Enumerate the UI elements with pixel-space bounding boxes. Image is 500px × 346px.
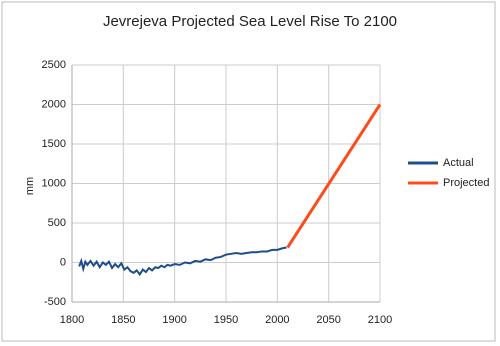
x-tick-label: 2100 xyxy=(368,314,392,326)
y-axis-label: mm xyxy=(24,177,36,195)
series-line xyxy=(286,103,382,249)
legend-label: Actual xyxy=(443,157,474,169)
x-tick-label: 1800 xyxy=(60,314,84,326)
x-tick-label: 1950 xyxy=(214,314,238,326)
frame xyxy=(1,1,496,342)
x-tick-label: 2050 xyxy=(316,314,340,326)
y-tick-label: 1500 xyxy=(42,138,66,150)
chart-title: Jevrejeva Projected Sea Level Rise To 21… xyxy=(103,13,397,30)
x-tick-label: 2000 xyxy=(265,314,289,326)
x-tick-label: 1900 xyxy=(162,314,186,326)
x-tick-label: 1850 xyxy=(111,314,135,326)
series-line xyxy=(78,246,287,277)
y-tick-label: 500 xyxy=(48,217,66,229)
legend-label: Projected xyxy=(443,177,489,189)
y-tick-label: 2000 xyxy=(42,98,66,110)
y-tick-label: 0 xyxy=(60,256,66,268)
y-tick-label: 2500 xyxy=(42,59,66,71)
y-tick-label: -500 xyxy=(44,296,66,308)
y-tick-label: 1000 xyxy=(42,177,66,189)
